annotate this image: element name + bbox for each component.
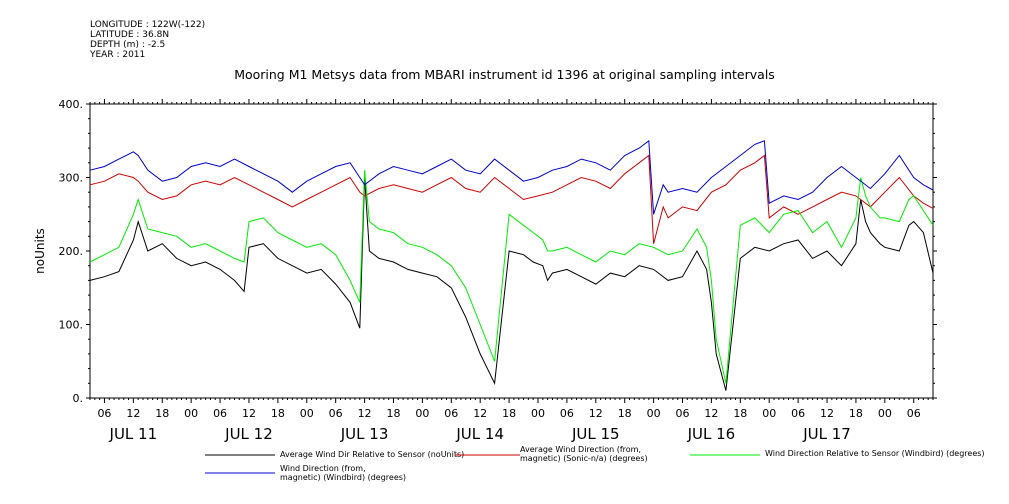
y-tick-label: 300. xyxy=(59,172,84,185)
x-hour-label: 06 xyxy=(907,407,921,420)
x-hour-label: 06 xyxy=(97,407,111,420)
x-hour-label: 00 xyxy=(878,407,892,420)
x-hour-label: 12 xyxy=(589,407,603,420)
x-day-label: JUL 17 xyxy=(802,425,851,443)
x-hour-label: 06 xyxy=(560,407,574,420)
latitude-label: LATITUDE : 36.8N xyxy=(90,30,170,40)
x-hour-label: 06 xyxy=(329,407,343,420)
x-hour-label: 12 xyxy=(704,407,718,420)
x-hour-label: 06 xyxy=(444,407,458,420)
legend-entry-label: magnetic) (Windbird) (degrees) xyxy=(280,473,406,482)
x-hour-label: 06 xyxy=(213,407,227,420)
chart-title: Mooring M1 Metsys data from MBARI instru… xyxy=(234,67,775,82)
x-hour-label: 00 xyxy=(531,407,545,420)
y-tick-label: 400. xyxy=(59,98,84,111)
x-day-label: JUL 12 xyxy=(224,425,273,443)
legend-entry-label: magnetic) (Sonic-n/a) (degrees) xyxy=(520,454,648,463)
x-hour-label: 18 xyxy=(386,407,400,420)
x-hour-label: 18 xyxy=(502,407,516,420)
x-day-label: JUL 13 xyxy=(340,425,389,443)
series-line-4 xyxy=(89,139,934,215)
series-line-2 xyxy=(89,154,934,244)
x-day-label: JUL 14 xyxy=(455,425,504,443)
x-hour-label: 06 xyxy=(791,407,805,420)
x-hour-label: 00 xyxy=(415,407,429,420)
x-hour-label: 12 xyxy=(473,407,487,420)
x-day-label: JUL 11 xyxy=(109,425,158,443)
x-hour-label: 12 xyxy=(126,407,140,420)
legend-entry-label: Wind Direction Relative to Sensor (Windb… xyxy=(765,449,985,458)
legend: Average Wind Dir Relative to Sensor (noU… xyxy=(205,445,985,482)
x-day-label: JUL 15 xyxy=(571,425,620,443)
year-label: YEAR : 2011 xyxy=(90,50,146,60)
x-hour-label: 12 xyxy=(242,407,256,420)
axes: 0. 100. 200. 300. 400. noUnits 06 12 18 00 06 12 18 0… xyxy=(33,98,937,443)
x-hour-label: 00 xyxy=(184,407,198,420)
legend-entry-label: Average Wind Direction (from, xyxy=(520,445,641,454)
y-tick-label: 100. xyxy=(59,319,84,332)
x-hour-label: 18 xyxy=(733,407,747,420)
x-hour-label: 18 xyxy=(849,407,863,420)
y-axis-label: noUnits xyxy=(33,228,47,274)
x-hour-label: 00 xyxy=(300,407,314,420)
x-hour-label: 00 xyxy=(647,407,661,420)
x-hour-label: 18 xyxy=(155,407,169,420)
x-day-label: JUL 16 xyxy=(687,425,736,443)
longitude-label: LONGITUDE : 122W(-122) xyxy=(90,20,206,30)
y-tick-label: 0. xyxy=(73,392,84,405)
series-line-1 xyxy=(89,177,934,391)
series-line-3 xyxy=(89,170,934,384)
station-metadata: LONGITUDE : 122W(-122) LATITUDE : 36.8N … xyxy=(90,20,205,60)
x-hour-label: 18 xyxy=(271,407,285,420)
legend-entry-label: Average Wind Dir Relative to Sensor (noU… xyxy=(280,450,464,459)
y-tick-label: 200. xyxy=(59,245,84,258)
x-hour-label: 12 xyxy=(820,407,834,420)
x-hour-label: 00 xyxy=(762,407,776,420)
legend-entry-label: Wind Direction (from, xyxy=(280,464,366,473)
series-lines xyxy=(89,139,934,391)
depth-label: DEPTH (m) : -2.5 xyxy=(90,40,166,50)
x-hour-label: 12 xyxy=(358,407,372,420)
x-hour-label: 06 xyxy=(676,407,690,420)
x-hour-label: 18 xyxy=(618,407,632,420)
